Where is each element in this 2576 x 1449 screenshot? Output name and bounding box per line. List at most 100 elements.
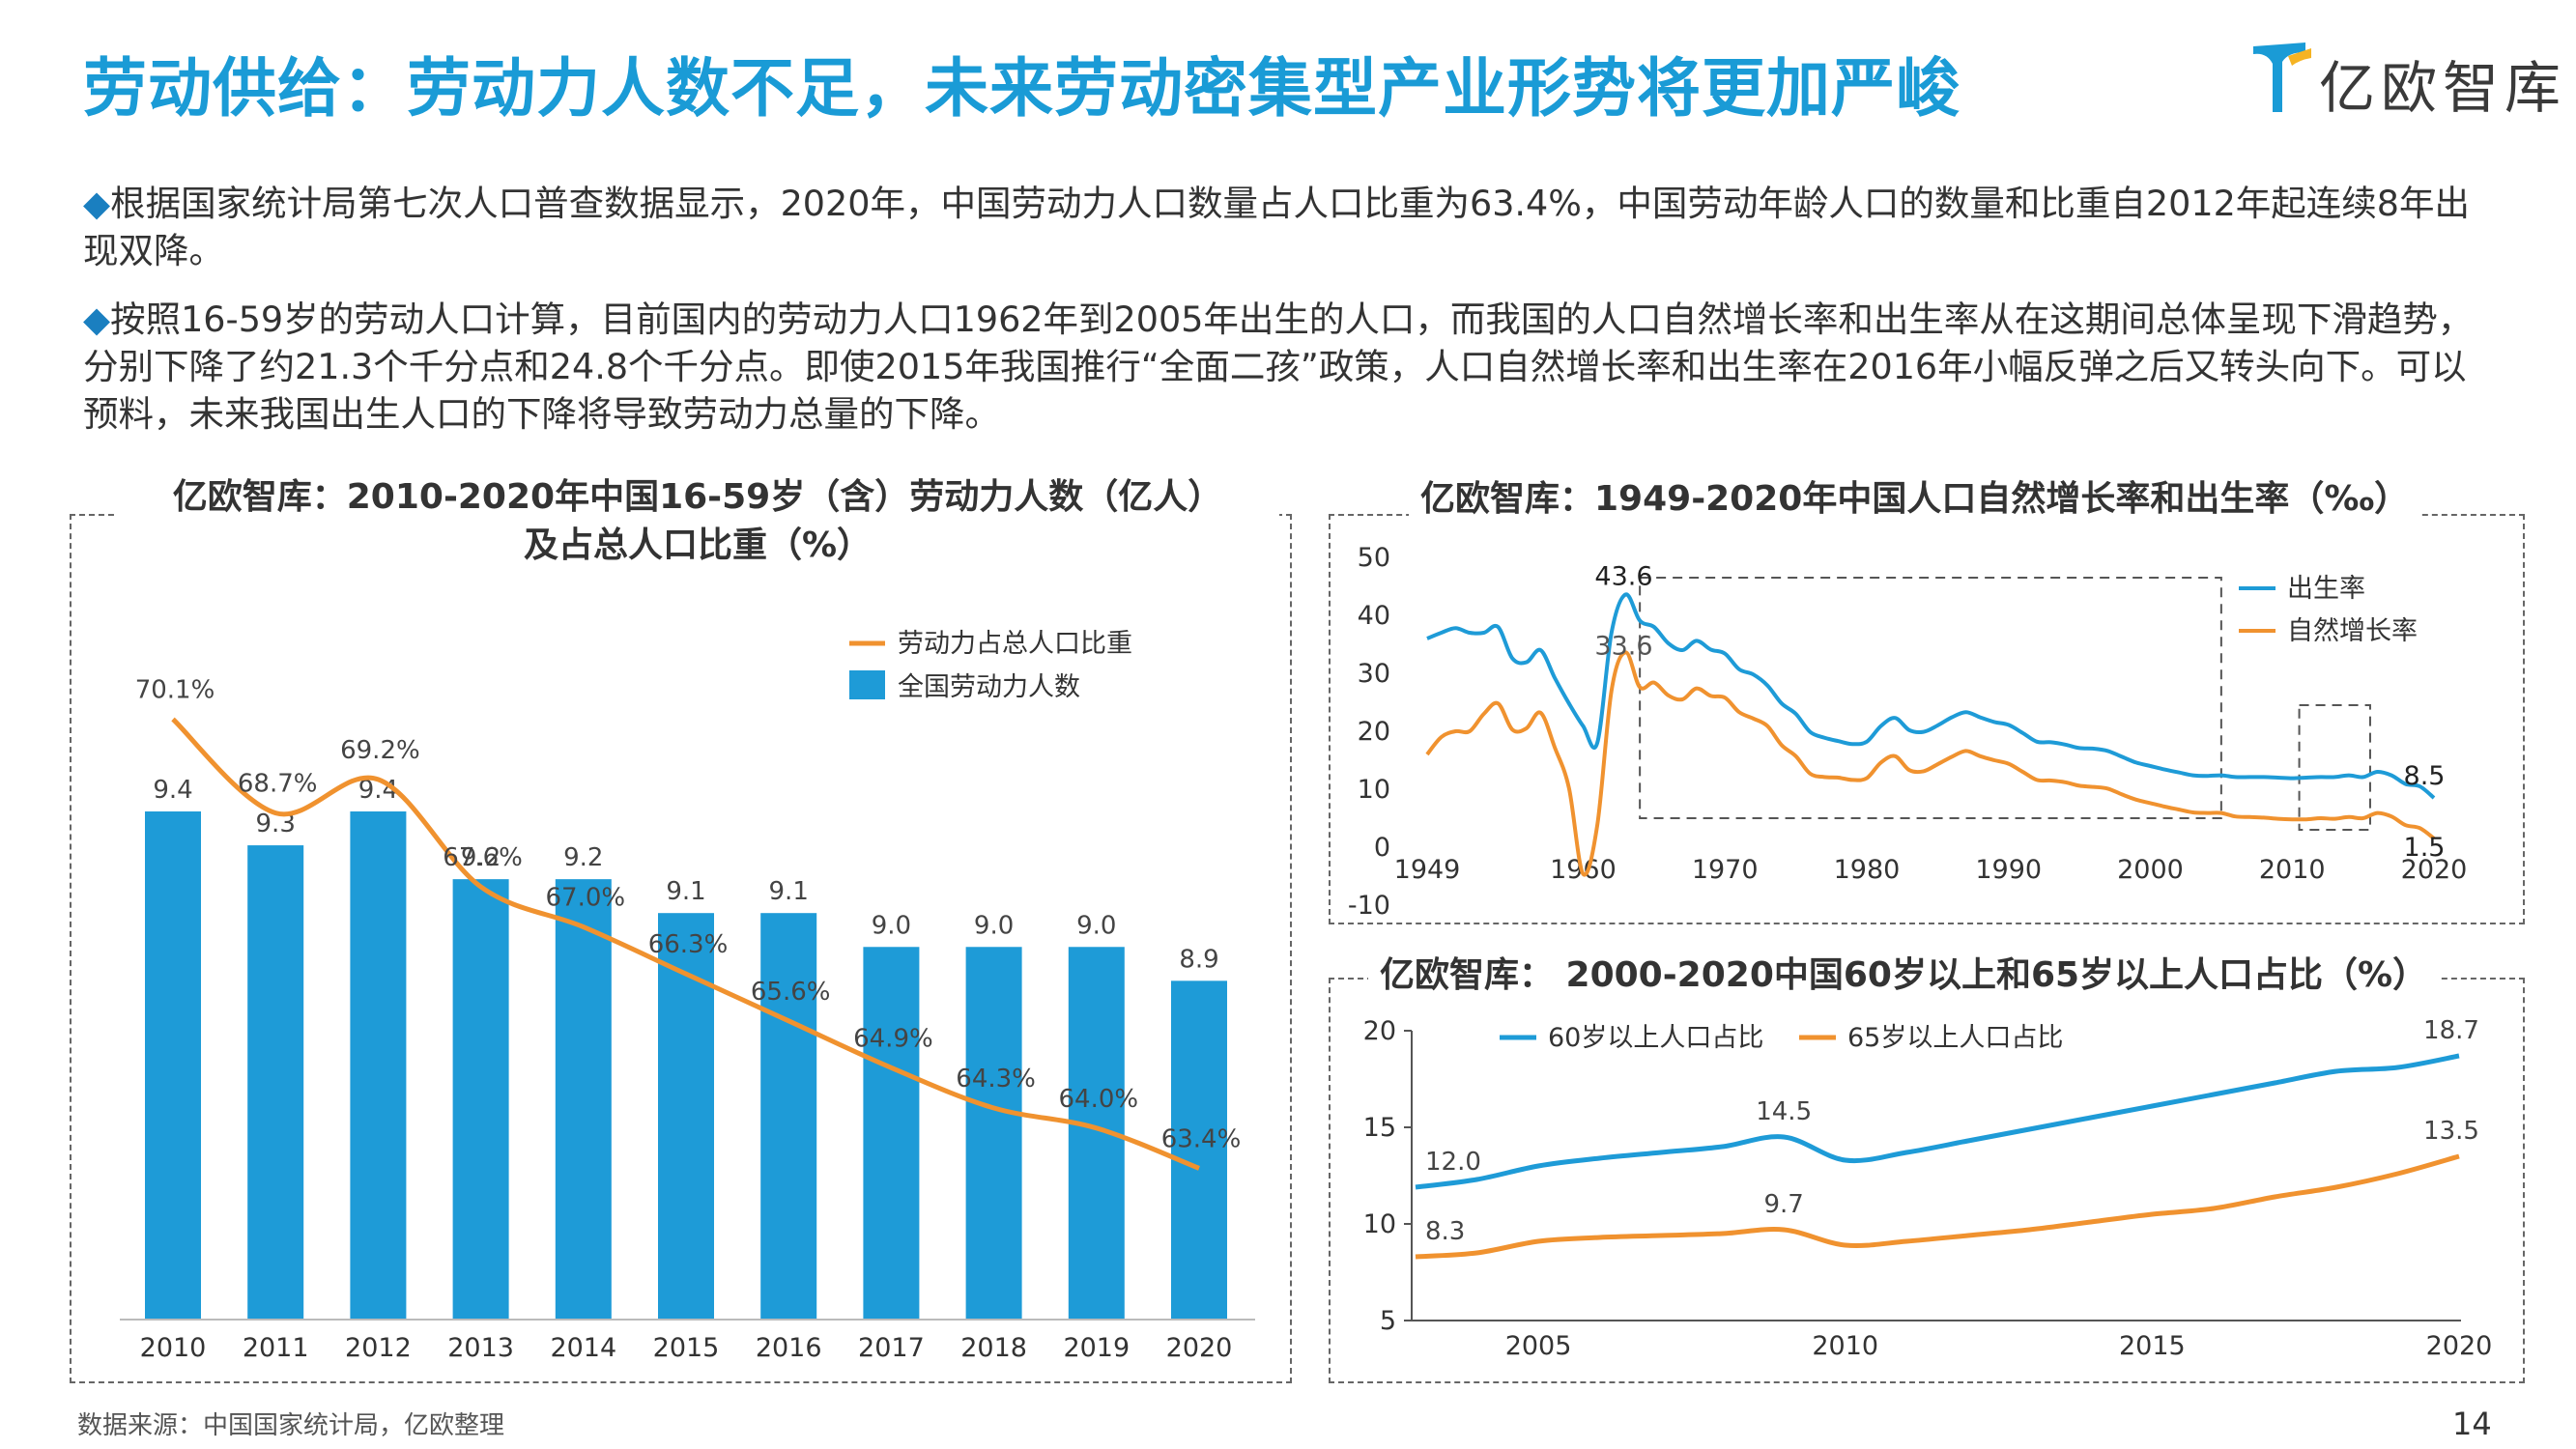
legend-share-label: 劳动力占总人口比重 [898,629,1132,659]
share-line [171,717,1200,1171]
x-tick-label-2010: 2010 [140,1333,207,1363]
share-label-2014: 67.0% [545,884,625,913]
slide-title: 劳动供给：劳动力人数不足，未来劳动密集型产业形势将更加严峻 [83,51,1961,126]
share-label-2012: 69.2% [340,736,420,765]
annotation-birth-peak: 43.6 [1594,561,1652,591]
x-tick-label-2018: 2018 [960,1333,1027,1363]
labor-force-chart-title-line2: 及占总人口比重（%） [523,526,873,565]
x-tick-label-2013: 2013 [447,1333,514,1363]
y-tick-label-10: 10 [1358,775,1390,805]
annotation-birth-2020: 8.5 [2404,761,2446,791]
y-tick-label-20: 20 [1363,1016,1396,1046]
share-label-2016: 65.6% [751,978,831,1007]
bullet-2-text: 按照16-59岁的劳动人口计算，目前国内的劳动力人口1962年到2005年出生的… [83,298,2474,435]
x-tick-label-2010: 2010 [2259,855,2326,885]
age-60-plus-label-2003: 12.0 [1425,1148,1481,1177]
y-tick-label-10: 10 [1363,1209,1396,1239]
x-tick-label-1980: 1980 [1834,855,1901,885]
yiou-logo: 亿欧智库 [2249,37,2561,124]
x-tick-label-2019: 2019 [1063,1333,1130,1363]
y-tick-label--10: -10 [1348,891,1390,921]
share-label-2011: 68.7% [238,770,318,799]
x-tick-label-1949: 1949 [1394,855,1461,885]
bar-2017 [863,947,920,1320]
bar-value-label-2017: 9.0 [872,911,911,940]
x-tick-label-2011: 2011 [243,1333,309,1363]
age-60-plus-label-2009: 14.5 [1756,1097,1812,1126]
bar-2020 [1171,980,1227,1320]
share-label-2020: 63.4% [1161,1124,1242,1153]
bar-2011 [247,845,304,1320]
birth-rate-line [1426,592,2436,800]
y-tick-label-5: 5 [1380,1306,1396,1336]
x-tick-label-2015: 2015 [2119,1331,2186,1361]
aging-chart-panel: 5 10 15 20 2005 2010 2015 2020 12.0 14.5 18.7 8.3 9.… [1329,978,2525,1383]
bar-value-label-2010: 9.4 [153,776,192,805]
bar-value-label-2015: 9.1 [666,877,705,906]
x-tick-label-2015: 2015 [653,1333,720,1363]
bar-value-label-2014: 9.2 [563,843,603,872]
y-tick-label-0: 0 [1374,833,1390,863]
annotation-growth-2020: 1.5 [2404,833,2446,863]
legend-bar-swatch [849,670,885,699]
bar-2018 [965,947,1022,1320]
labor-force-chart: 9.420109.320119.420129.220139.220149.120… [120,629,1255,1363]
bar-value-label-2020: 8.9 [1179,945,1218,974]
bar-2012 [350,811,407,1320]
x-tick-label-2000: 2000 [2117,855,2184,885]
legend-growth-rate-label: 自然增长率 [2287,616,2418,646]
share-label-2017: 64.9% [853,1024,933,1053]
logo-text: 亿欧智库 [2319,55,2567,121]
aging-chart-title: 亿欧智库： 2000-2020中国60岁以上和65岁以上人口占比（%） [1368,952,2440,1000]
legend-bar-label: 全国劳动力人数 [898,672,1080,702]
age-65-plus-label-2009: 9.7 [1763,1190,1803,1219]
logo-mark-icon [2253,43,2311,112]
bar-value-label-2019: 9.0 [1076,911,1116,940]
bar-2016 [760,913,817,1320]
y-tick-label-20: 20 [1358,717,1390,747]
bar-2010 [145,811,201,1320]
labor-force-chart-title-line1: 亿欧智库：2010-2020年中国16-59岁（含）劳动力人数（亿人） [172,477,1223,517]
x-tick-label-2010: 2010 [1812,1331,1878,1361]
bar-value-label-2013: 9.2 [461,843,501,872]
data-source-note: 数据来源：中国国家统计局，亿欧整理 [77,1411,505,1440]
birth-rate-chart-title: 亿欧智库：1949-2020年中国人口自然增长率和出生率（‰） [1409,475,2421,524]
age-60-plus-line [1415,1053,2460,1190]
bar-2013 [452,879,509,1320]
share-label-2010: 70.1% [135,675,215,704]
annotation-growth-peak: 33.6 [1594,631,1652,661]
y-tick-label-15: 15 [1363,1113,1396,1143]
labor-force-chart-title: 亿欧智库：2010-2020年中国16-59岁（含）劳动力人数（亿人） 及占总人… [116,473,1279,570]
share-label-2013: 67.6% [443,843,523,872]
age-65-plus-line [1415,1153,2460,1260]
aging-chart: 5 10 15 20 2005 2010 2015 2020 12.0 14.5 18.7 8.3 9.… [1363,1016,2493,1361]
diamond-bullet-icon: ◆ [83,298,111,340]
x-tick-label-2005: 2005 [1505,1331,1572,1361]
bullet-1-text: 根据国家统计局第七次人口普查数据显示，2020年，中国劳动力人口数量占人口比重为… [83,183,2471,271]
birth-rate-chart-panel: -10 0 10 20 30 40 50 1949 1960 1970 1980 1990 2000 20… [1329,514,2525,924]
x-tick-label-2014: 2014 [550,1333,616,1363]
page-number: 14 [2452,1406,2492,1442]
bar-value-label-2016: 9.1 [769,877,809,906]
legend-65-plus-label: 65岁以上人口占比 [1847,1023,2063,1053]
legend-birth-rate-label: 出生率 [2287,574,2365,604]
highlight-box-2016-rebound [2298,704,2371,831]
bullet-2: ◆按照16-59岁的劳动人口计算，目前国内的劳动力人口1962年到2005年出生… [83,296,2499,438]
age-60-plus-label-2020: 18.7 [2423,1016,2479,1045]
bar-value-label-2018: 9.0 [974,911,1014,940]
bullet-1: ◆根据国家统计局第七次人口普查数据显示，2020年，中国劳动力人口数量占人口比重… [83,180,2499,274]
x-tick-label-1970: 1970 [1692,855,1759,885]
x-tick-label-2012: 2012 [345,1333,412,1363]
natural-growth-rate-line [1425,650,2436,877]
bar-2014 [555,879,612,1320]
age-65-plus-label-2003: 8.3 [1425,1217,1465,1246]
legend-60-plus-label: 60岁以上人口占比 [1548,1023,1763,1053]
labor-force-chart-panel: 9.4 2010 9.3 2011 9.4 2012 9.2 2013 9.2 2014 9.1 20… [70,514,1292,1383]
x-tick-label-2016: 2016 [756,1333,822,1363]
x-tick-label-2017: 2017 [858,1333,925,1363]
age-65-plus-label-2020: 13.5 [2423,1117,2479,1146]
intro-bullets: ◆ 根据国家统计局第七次人口普查数据显示，2020年，中国劳动力人口数量占人口比重… [83,180,2499,459]
y-tick-label-40: 40 [1358,601,1390,631]
x-tick-label-2020: 2020 [2401,855,2468,885]
